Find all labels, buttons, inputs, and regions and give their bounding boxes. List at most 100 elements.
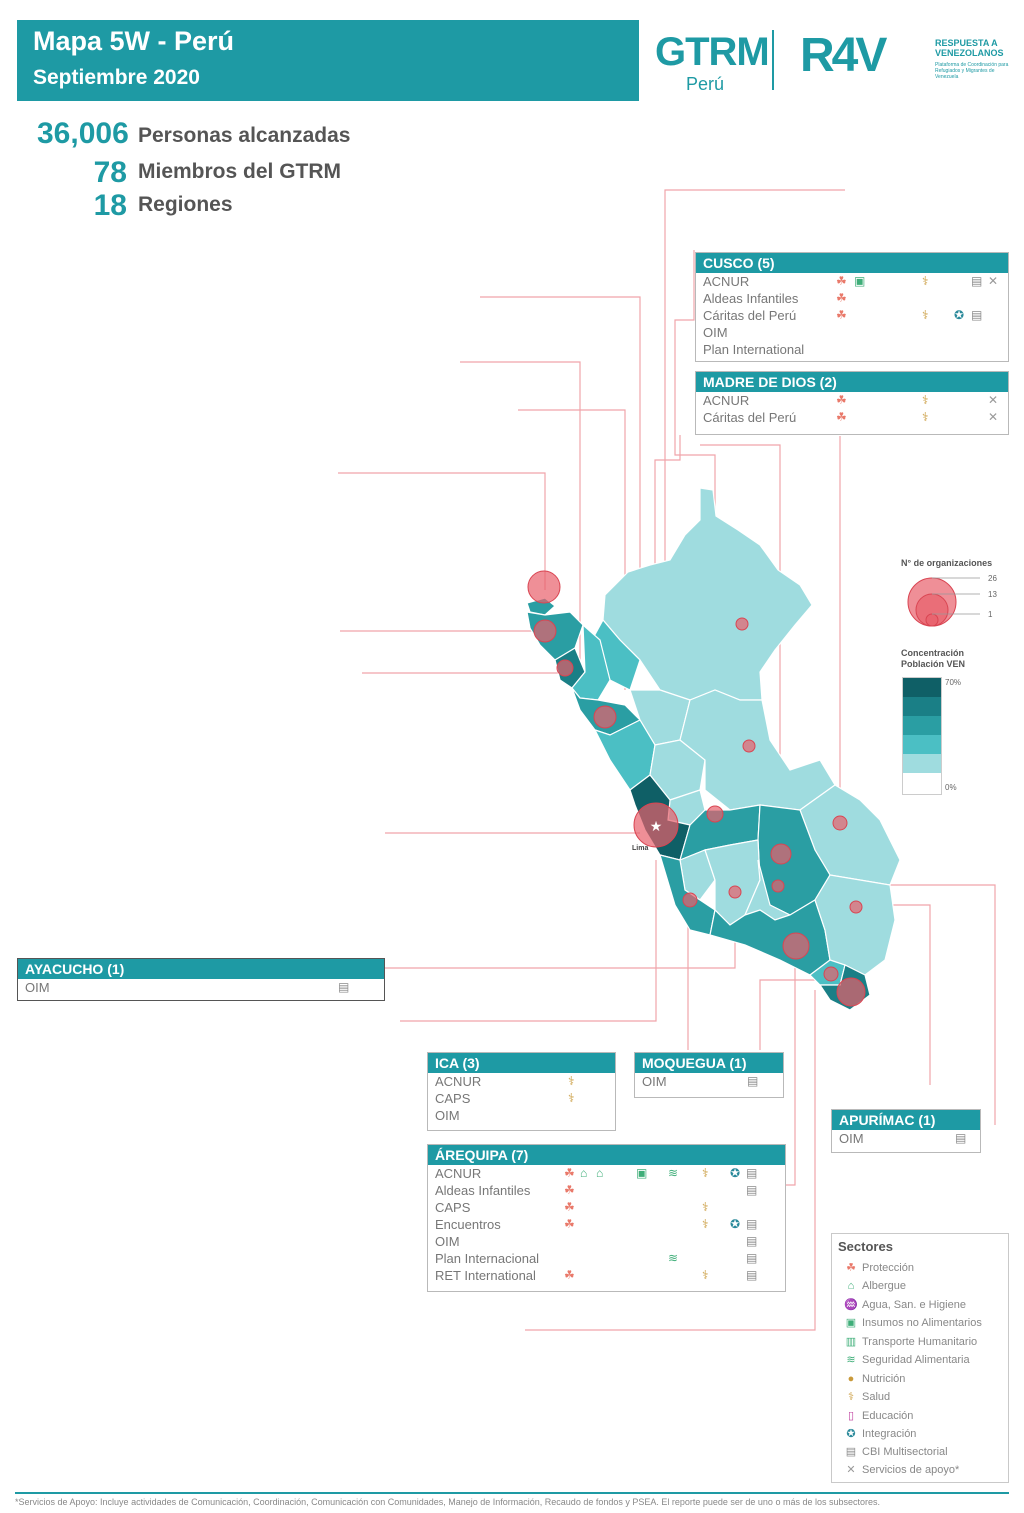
stat-regions-label: Regiones bbox=[138, 193, 233, 216]
proteccion-icon: ☘ bbox=[836, 410, 847, 424]
region-puno bbox=[814, 874, 896, 976]
salud-icon: ⚕ bbox=[568, 1091, 575, 1105]
panel-madre-de-dios-row: ACNUR ☘ ⚕ ✕ bbox=[696, 392, 1008, 409]
legend-item: ▯ Educación bbox=[840, 1408, 913, 1425]
org-name: Aldeas Infantiles bbox=[703, 291, 799, 306]
circle-ayacucho bbox=[728, 885, 742, 899]
transporte-icon: ▥ bbox=[845, 1336, 857, 1348]
proteccion-icon: ☘ bbox=[564, 1268, 575, 1282]
org-name: OIM bbox=[703, 325, 728, 340]
legend-item: ✕ Servicios de apoyo* bbox=[840, 1462, 959, 1479]
org-name: CAPS bbox=[435, 1091, 471, 1106]
servicios-apoyo-icon: ✕ bbox=[846, 1464, 856, 1476]
integracion-icon: ✪ bbox=[730, 1166, 741, 1180]
header-banner: Mapa 5W - Perú Septiembre 2020 bbox=[17, 20, 639, 101]
panel-cusco-row: Cáritas del Perú ☘ ⚕ ✪ ▤ bbox=[696, 307, 1008, 324]
org-name: Encuentros bbox=[435, 1217, 501, 1232]
legend-item-label: Protección bbox=[862, 1262, 914, 1274]
integracion-icon: ✪ bbox=[954, 308, 965, 322]
cbi-icon: ▤ bbox=[845, 1446, 857, 1458]
legend-item-label: CBI Multisectorial bbox=[862, 1446, 948, 1458]
legend-item: ✪ Integración bbox=[840, 1426, 916, 1443]
proteccion-icon: ☘ bbox=[564, 1217, 575, 1231]
legend-item: ⚕ Salud bbox=[840, 1389, 890, 1406]
circle-lima bbox=[633, 802, 679, 848]
org-name: ACNUR bbox=[703, 393, 750, 408]
albergue-icon: ⌂ bbox=[847, 1280, 855, 1292]
legend-size-title: N° de organizaciones bbox=[901, 558, 993, 568]
panel-madre-de-dios-title: MADRE DE DIOS (2) bbox=[696, 372, 1008, 392]
legend-item-label: Servicios de apoyo* bbox=[862, 1464, 960, 1476]
panel-arequipa-row: Plan Internacional ≋ ▤ bbox=[428, 1250, 785, 1267]
legend-item-label: Nutrición bbox=[862, 1373, 906, 1385]
insumos-icon: ▣ bbox=[845, 1317, 857, 1329]
panel-arequipa-row: OIM ▤ bbox=[428, 1233, 785, 1250]
org-name: Cáritas del Perú bbox=[703, 308, 797, 323]
stat-people-label: Personas alcanzadas bbox=[138, 124, 351, 147]
cbi-icon: ▤ bbox=[971, 308, 983, 322]
legend-item: ≋ Seguridad Alimentaria bbox=[840, 1352, 969, 1369]
circle-ica bbox=[682, 892, 698, 908]
legend-size-circles bbox=[907, 577, 980, 627]
region-ucayali bbox=[679, 689, 836, 811]
legend-item: ☘ Protección bbox=[840, 1260, 914, 1277]
legend-size-value-max: 26 bbox=[988, 574, 997, 583]
legend-item: ▣ Insumos no Alimentarios bbox=[840, 1315, 982, 1332]
panel-ica-title: ICA (3) bbox=[428, 1053, 615, 1073]
org-name: OIM bbox=[25, 980, 50, 995]
legend-item: ♒ Agua, San. e Higiene bbox=[840, 1297, 966, 1314]
proteccion-icon: ☘ bbox=[846, 1262, 856, 1274]
salud-icon: ⚕ bbox=[702, 1268, 709, 1282]
legend-item-label: Albergue bbox=[862, 1280, 907, 1292]
panel-cusco-title: CUSCO (5) bbox=[696, 253, 1008, 273]
legend-size-value-min: 1 bbox=[988, 610, 993, 619]
circle-loreto bbox=[735, 617, 749, 631]
integracion-icon: ✪ bbox=[730, 1217, 741, 1231]
circle-piura bbox=[533, 619, 557, 643]
circle-tumbes bbox=[527, 570, 561, 604]
insumos-icon: ▣ bbox=[636, 1166, 648, 1180]
panel-arequipa-title: ÁREQUIPA (7) bbox=[428, 1145, 785, 1165]
legend-sectores-title: Sectores bbox=[838, 1239, 893, 1254]
panel-moquegua-row: OIM ▤ bbox=[635, 1073, 783, 1090]
proteccion-icon: ☘ bbox=[836, 393, 847, 407]
org-name: ACNUR bbox=[703, 274, 750, 289]
legend-item: ● Nutrición bbox=[840, 1371, 906, 1388]
cbi-icon: ▤ bbox=[971, 274, 983, 288]
salud-icon: ⚕ bbox=[702, 1217, 709, 1231]
salud-icon: ⚕ bbox=[922, 274, 929, 288]
panel-ayacucho-title: AYACUCHO (1) bbox=[18, 959, 384, 979]
salud-icon: ⚕ bbox=[922, 410, 929, 424]
circle-tacna bbox=[836, 977, 866, 1007]
legend-item-label: Insumos no Alimentarios bbox=[862, 1317, 982, 1329]
servicios-apoyo-icon: ✕ bbox=[988, 274, 999, 288]
peru-regions bbox=[526, 487, 901, 1011]
nutricion-icon: ● bbox=[847, 1373, 855, 1385]
insumos-icon: ▣ bbox=[854, 274, 866, 288]
org-name: OIM bbox=[435, 1108, 460, 1123]
org-name: OIM bbox=[642, 1074, 667, 1089]
r4v-logo: R4V bbox=[800, 29, 887, 82]
capital-star: ★ bbox=[650, 819, 663, 835]
org-name: Plan Internacional bbox=[435, 1251, 540, 1266]
agua-icon: ♒ bbox=[844, 1299, 858, 1311]
panel-cusco-row: ACNUR ☘ ▣ ⚕ ▤ ✕ bbox=[696, 273, 1008, 290]
legend-item-label: Educación bbox=[862, 1410, 914, 1422]
proteccion-icon: ☘ bbox=[836, 308, 847, 322]
circle-moquegua bbox=[823, 966, 839, 982]
circle-ucayali bbox=[742, 739, 756, 753]
org-circles bbox=[527, 570, 866, 1007]
org-name: OIM bbox=[839, 1131, 864, 1146]
proteccion-icon: ☘ bbox=[564, 1166, 575, 1180]
org-name: OIM bbox=[435, 1234, 460, 1249]
gtrm-logo-sub: Perú bbox=[686, 74, 725, 94]
legend-conc-ramp bbox=[902, 677, 942, 795]
panel-madre-de-dios: MADRE DE DIOS (2) ACNUR ☘ ⚕ ✕ Cáritas de… bbox=[695, 371, 1009, 435]
proteccion-icon: ☘ bbox=[564, 1200, 575, 1214]
stat-members-value: 78 bbox=[93, 156, 127, 189]
panel-cusco-row: Plan International bbox=[696, 341, 1008, 358]
legend-item-label: Transporte Humanitario bbox=[862, 1336, 978, 1348]
panel-ica-row: ACNUR ⚕ bbox=[428, 1073, 615, 1090]
stat-members-label: Miembros del GTRM bbox=[138, 160, 342, 183]
